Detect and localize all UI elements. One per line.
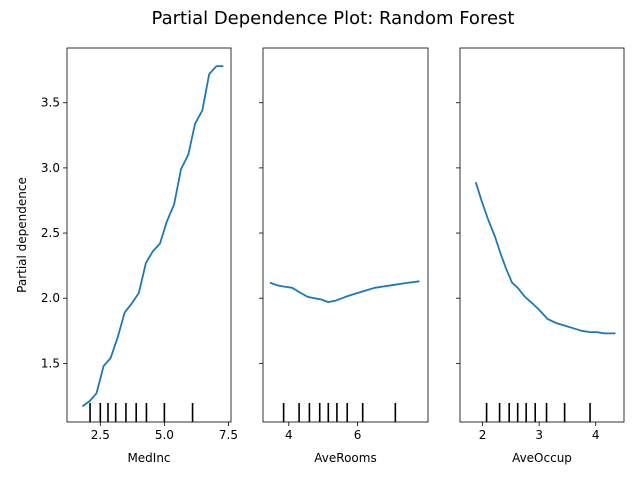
x-axis-label: MedInc [127, 451, 170, 465]
axes-frame [262, 47, 429, 423]
panel-averooms: 4 6 AveRooms [259, 47, 429, 465]
y-axis-label: Partial dependence [15, 177, 29, 293]
figure-title: Partial Dependence Plot: Random Forest [152, 8, 515, 29]
x-tick-label: 2 [479, 428, 487, 442]
x-axis-label: AveOccup [512, 451, 572, 465]
x-tick-label: 4 [285, 428, 293, 442]
x-tick-label: 6 [354, 428, 362, 442]
panel-medinc: 1.5 2.0 2.5 3.0 3.5 2.5 5.0 7.5 MedInc Partial de… [15, 47, 238, 465]
y-tick-label: 3.5 [41, 96, 60, 110]
x-tick-label: 2.5 [91, 428, 110, 442]
x-axis-label: AveRooms [314, 451, 376, 465]
axes-frame [66, 47, 232, 423]
y-tick-label: 2.5 [41, 226, 60, 240]
panel-aveoccup: 2 3 4 AveOccup [456, 47, 625, 465]
x-tick-label: 4 [592, 428, 600, 442]
x-tick-label: 5.0 [155, 428, 174, 442]
y-tick-label: 2.0 [41, 291, 60, 305]
x-tick-label: 7.5 [219, 428, 238, 442]
x-tick-label: 3 [535, 428, 543, 442]
subplot-grid: 1.5 2.0 2.5 3.0 3.5 2.5 5.0 7.5 MedInc Partial de… [15, 47, 625, 465]
axes-frame [459, 47, 625, 423]
pd-line [474, 181, 616, 335]
y-tick-label: 1.5 [41, 356, 60, 370]
y-tick-label: 3.0 [41, 161, 60, 175]
pd-line [81, 65, 224, 408]
pd-line [269, 280, 420, 304]
